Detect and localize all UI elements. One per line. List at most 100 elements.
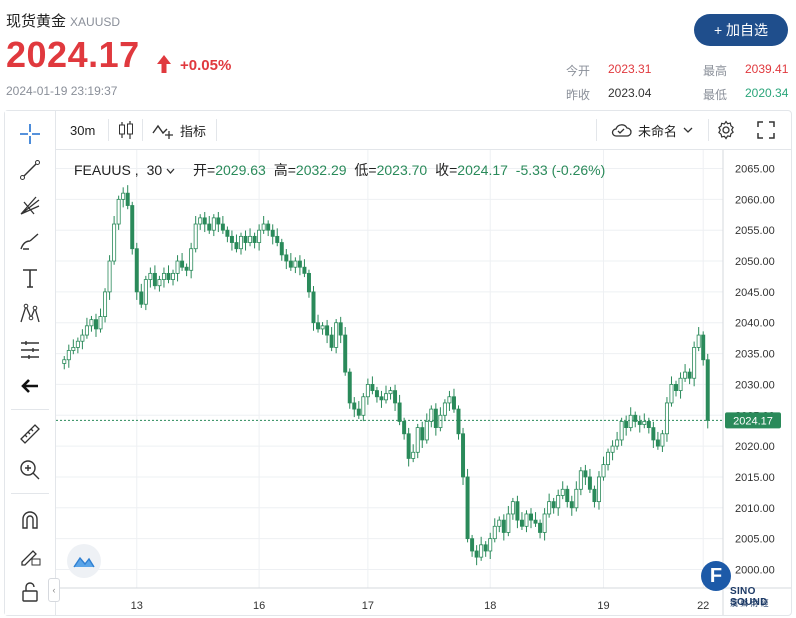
candle [705,353,710,429]
forecast-icon[interactable] [17,337,43,363]
legend-chevron-icon[interactable] [166,168,175,175]
candle [433,403,438,436]
candle [207,216,212,234]
unlock-icon[interactable] [17,579,43,605]
magnet-icon[interactable] [17,507,43,533]
candle [352,397,357,418]
candle [166,265,171,284]
indicators-button[interactable]: 指标 [152,111,206,149]
candle [474,545,479,566]
candle [370,376,375,395]
candle [406,427,411,467]
gann-fan-icon[interactable] [17,193,43,219]
last-price-tag-label: 2024.17 [733,415,773,427]
candle [306,269,311,298]
candle [624,415,629,436]
candle [411,444,416,463]
edit-lock-icon[interactable] [17,543,43,569]
candle [606,448,611,471]
candle [334,319,339,354]
y-tick-label: 2035.00 [735,349,775,361]
instrument-code: XAUUSD [70,15,121,29]
candle [148,267,153,288]
candle [62,356,67,370]
candle [130,201,135,255]
price-chart[interactable]: 2000.002005.002010.002015.002020.002025.… [56,150,791,615]
zoom-in-icon[interactable] [17,457,43,483]
ruler-icon[interactable] [17,421,43,447]
candle [438,407,443,432]
candle [420,421,425,448]
candle [578,467,583,496]
legend-interval[interactable]: 30 [146,162,163,178]
candle [75,337,80,354]
back-arrow-icon[interactable] [17,373,43,399]
candle [651,421,656,448]
candle [374,386,379,403]
candle [479,536,484,561]
candle [678,372,683,399]
candle [587,468,592,493]
candle-style-icon[interactable] [118,111,134,149]
settings-gear-icon[interactable] [716,111,736,149]
candle [574,481,579,512]
crosshair-icon[interactable] [17,121,43,147]
candle [316,314,321,333]
open-value: 2023.31 [608,62,652,76]
y-tick-label: 2020.00 [735,441,775,453]
candle [592,485,597,508]
candle [451,388,456,413]
candle [556,489,561,516]
y-tick-label: 2045.00 [735,287,775,299]
legend-close-label: 收= [435,162,458,178]
candle [529,508,533,529]
candle [211,214,216,237]
x-tick-label: 19 [597,600,609,612]
legend-symbol[interactable]: FEAUUS [74,162,131,178]
candle [261,216,266,234]
candle [664,397,669,442]
y-tick-label: 2030.00 [735,379,775,391]
candle [547,493,552,518]
brush-icon[interactable] [17,229,43,255]
text-tool-icon[interactable] [17,265,43,291]
chevron-down-icon [683,127,693,133]
candle [669,376,674,407]
candle [103,288,108,323]
candle [619,417,624,446]
trend-line-icon[interactable] [17,157,43,183]
x-tick-label: 17 [362,600,374,612]
candle [533,512,538,527]
high-value: 2039.41 [745,62,789,76]
prev-close-label: 昨收 [566,88,591,102]
candle [139,283,144,308]
y-tick-label: 2055.00 [735,225,775,237]
legend-open-label: 开= [193,162,216,178]
candle [143,275,148,311]
collapse-toolbar-button[interactable]: ‹ [48,578,60,602]
pattern-icon[interactable] [17,301,43,327]
change-percent: +0.05% [180,57,232,74]
candle [329,327,334,352]
layout-save-button[interactable]: 未命名 [610,111,693,149]
interval-selector[interactable]: 30m [70,122,96,138]
candle [524,510,529,533]
candle [229,230,234,251]
candle [470,534,475,557]
candle [515,495,520,529]
indicators-icon [152,124,173,139]
add-watchlist-button[interactable]: + 加自选 [694,14,788,46]
tradingview-logo[interactable] [67,544,101,578]
candle [234,234,239,253]
candle [692,341,697,387]
candle [311,286,316,331]
prev-close-value: 2023.04 [608,86,652,100]
candle [189,242,194,279]
candle [519,512,524,531]
candle [338,316,343,344]
candle [252,232,257,249]
fullscreen-icon[interactable] [756,111,776,149]
candle [89,315,94,332]
candle [171,269,176,286]
layout-name: 未命名 [638,123,678,139]
